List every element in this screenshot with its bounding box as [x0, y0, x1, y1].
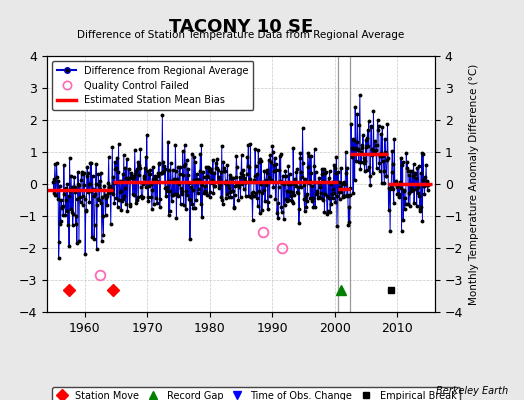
- Y-axis label: Monthly Temperature Anomaly Difference (°C): Monthly Temperature Anomaly Difference (…: [468, 63, 478, 305]
- Text: TACONY 10 SE: TACONY 10 SE: [169, 18, 313, 36]
- Legend: Station Move, Record Gap, Time of Obs. Change, Empirical Break: Station Move, Record Gap, Time of Obs. C…: [52, 387, 460, 400]
- Text: Berkeley Earth: Berkeley Earth: [436, 386, 508, 396]
- Text: Difference of Station Temperature Data from Regional Average: Difference of Station Temperature Data f…: [78, 30, 405, 40]
